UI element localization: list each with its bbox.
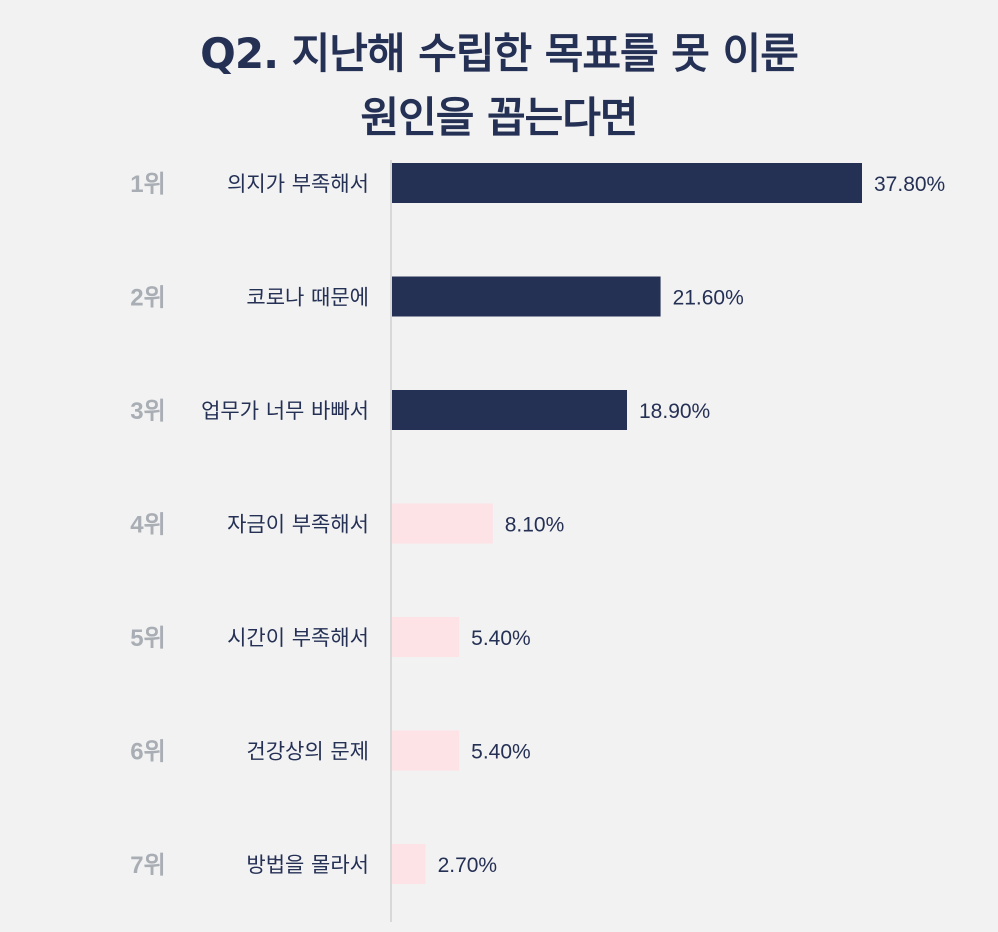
bar (392, 617, 460, 657)
rank-label: 6위 (130, 739, 165, 766)
bar (392, 730, 460, 771)
bar (392, 276, 661, 317)
bar (392, 390, 627, 430)
chart-title: Q2. 지난해 수립한 목표를 못 이룬 원인을 꼽는다면 (0, 22, 998, 150)
category-label: 방법을 몰라서 (246, 853, 369, 877)
value-label: 18.90% (639, 400, 710, 423)
category-label: 시간이 부족해서 (227, 626, 369, 650)
rank-label: 4위 (130, 512, 165, 539)
value-label: 5.40% (471, 741, 531, 764)
rank-label: 7위 (130, 852, 165, 879)
chart-title-line-1: Q2. 지난해 수립한 목표를 못 이룬 (200, 29, 799, 78)
rank-label: 2위 (130, 285, 165, 312)
rank-label: 1위 (130, 171, 165, 198)
rank-label: 5위 (130, 625, 165, 652)
bar (392, 844, 426, 884)
bar (392, 163, 862, 203)
value-label: 37.80% (874, 173, 945, 196)
value-label: 21.60% (673, 287, 744, 310)
category-label: 코로나 때문에 (246, 286, 369, 310)
value-label: 5.40% (471, 627, 531, 650)
rank-label: 3위 (130, 398, 165, 425)
category-label: 건강상의 문제 (246, 740, 369, 764)
category-label: 자금이 부족해서 (227, 513, 369, 537)
category-label: 의지가 부족해서 (227, 172, 369, 196)
value-label: 2.70% (438, 854, 498, 877)
value-label: 8.10% (505, 514, 565, 537)
chart-title-line-2: 원인을 꼽는다면 (360, 93, 638, 142)
category-label: 업무가 너무 바빠서 (201, 399, 369, 423)
bar (392, 503, 493, 544)
